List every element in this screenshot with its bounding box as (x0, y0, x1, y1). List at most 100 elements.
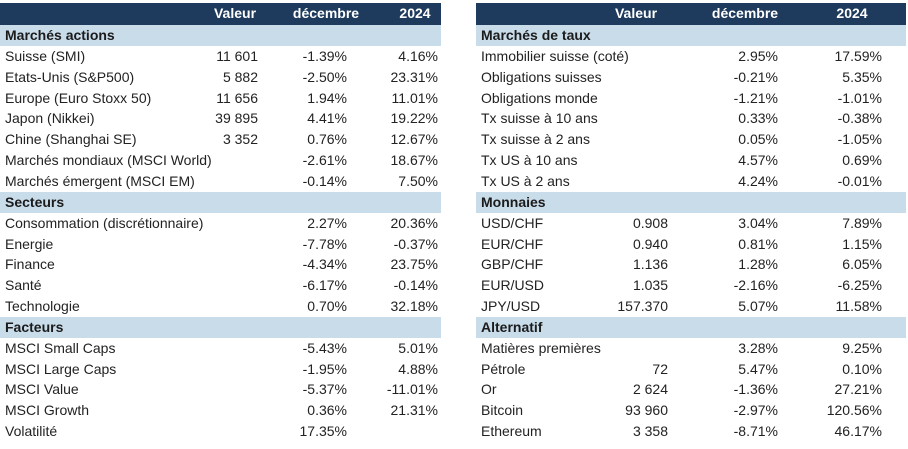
row-label: Tx suisse à 10 ans (481, 110, 598, 127)
row-label: Marchés mondiaux (MSCI World) (5, 152, 212, 169)
row-label: EUR/CHF (481, 235, 544, 252)
section-row: Marchés actions (0, 25, 441, 46)
data-row: Or 2 624 -1.36% 27.21% (476, 379, 906, 400)
section-row: Alternatif (476, 316, 906, 338)
data-row: USD/CHF 0.908 3.04% 7.89% (476, 213, 906, 234)
row-label: MSCI Large Caps (5, 360, 117, 377)
row-label: Technologie (5, 298, 80, 315)
row-label: EUR/USD (481, 277, 545, 294)
cell-annee: 7.50% (398, 172, 438, 189)
data-row: JPY/USD 157.370 5.07% 11.58% (476, 296, 906, 317)
cell-decembre: -5.43% (302, 339, 347, 356)
section-title: Facteurs (5, 318, 64, 335)
data-row: Chine (Shanghai SE) 3 352 0.76% 12.67% (0, 129, 441, 150)
data-row: Etats-Unis (S&P500) 5 882 -2.50% 23.31% (0, 67, 441, 88)
row-label: Santé (5, 277, 42, 294)
header-row: Valeur décembre 2024 (476, 3, 906, 25)
column-header: 2024 (836, 5, 868, 21)
row-label: Marchés émergent (MSCI EM) (5, 172, 195, 189)
cell-annee: -0.37% (393, 235, 438, 252)
row-label: Suisse (SMI) (5, 47, 86, 64)
cell-decembre: -8.71% (733, 423, 778, 440)
data-row: Matières premières 3.28% 9.25% (476, 338, 906, 359)
row-label: MSCI Value (5, 381, 79, 398)
cell-decembre: 3.28% (738, 339, 778, 356)
cell-annee: -0.01% (837, 172, 882, 189)
row-label: Consommation (discrétionnaire) (5, 214, 204, 231)
data-row: EUR/CHF 0.940 0.81% 1.15% (476, 234, 906, 255)
column-header: Valeur (614, 5, 658, 21)
cell-annee: -0.38% (837, 110, 882, 127)
section-title: Monnaies (481, 193, 546, 210)
cell-decembre: 0.05% (738, 131, 778, 148)
cell-annee: 23.75% (390, 256, 438, 273)
cell-decembre: 0.33% (738, 110, 778, 127)
cell-annee: 20.36% (390, 214, 438, 231)
row-label: MSCI Growth (5, 402, 90, 419)
cell-decembre: -7.78% (302, 235, 347, 252)
cell-annee: 12.67% (390, 131, 438, 148)
data-row: Tx US à 2 ans 4.24% -0.01% (476, 171, 906, 192)
data-row: Ethereum 3 358 -8.71% 46.17% (476, 421, 906, 442)
cell-decembre: 0.70% (307, 298, 347, 315)
row-label: Japon (Nikkei) (5, 110, 95, 127)
cell-annee: 120.56% (826, 402, 882, 419)
data-row: Obligations monde -1.21% -1.01% (476, 88, 906, 109)
cell-annee: 7.89% (842, 214, 882, 231)
cell-annee: 17.59% (834, 47, 882, 64)
cell-annee: -1.05% (837, 131, 882, 148)
data-row: Europe (Euro Stoxx 50) 11 656 1.94% 11.01% (0, 88, 441, 109)
cell-valeur: 0.940 (632, 235, 668, 252)
cell-decembre: -4.34% (302, 256, 347, 273)
row-label: Pétrole (481, 360, 526, 377)
column-header: 2024 (399, 5, 431, 21)
cell-decembre: 3.04% (738, 214, 778, 231)
cell-valeur: 39 895 (215, 110, 258, 127)
row-label: MSCI Small Caps (5, 339, 116, 356)
section-title: Marchés actions (5, 27, 115, 43)
data-row: Tx US à 10 ans 4.57% 0.69% (476, 150, 906, 171)
row-label: Energie (5, 235, 54, 252)
data-row: EUR/USD 1.035 -2.16% -6.25% (476, 275, 906, 296)
cell-annee: 1.15% (842, 235, 882, 252)
cell-decembre: 4.57% (738, 152, 778, 169)
data-row: Tx suisse à 10 ans 0.33% -0.38% (476, 108, 906, 129)
data-row: Suisse (SMI) 11 601 -1.39% 4.16% (0, 46, 441, 67)
cell-decembre: -1.36% (733, 381, 778, 398)
cell-annee: -0.14% (393, 277, 438, 294)
cell-annee: 11.58% (835, 298, 882, 315)
cell-decembre: -2.97% (733, 402, 778, 419)
column-header: décembre (292, 5, 360, 21)
cell-valeur: 3 352 (222, 131, 258, 148)
data-row: Japon (Nikkei) 39 895 4.41% 19.22% (0, 108, 441, 129)
cell-decembre: 0.81% (738, 235, 778, 252)
cell-decembre: 0.76% (307, 131, 347, 148)
row-label: Obligations suisses (481, 68, 602, 85)
section-row: Marchés de taux (476, 25, 906, 46)
cell-valeur: 5 882 (222, 68, 258, 85)
cell-valeur: 93 960 (625, 402, 668, 419)
cell-valeur: 2 624 (632, 381, 668, 398)
row-label: Europe (Euro Stoxx 50) (5, 89, 152, 106)
data-row: Immobilier suisse (coté) 2.95% 17.59% (476, 46, 906, 67)
cell-annee: -1.01% (837, 89, 882, 106)
cell-annee: 46.17% (834, 423, 882, 440)
data-row: Tx suisse à 2 ans 0.05% -1.05% (476, 129, 906, 150)
cell-annee: 21.31% (390, 402, 438, 419)
section-title: Alternatif (481, 318, 543, 335)
data-row: Obligations suisses -0.21% 5.35% (476, 67, 906, 88)
section-title: Marchés de taux (481, 27, 591, 43)
cell-valeur: 3 358 (632, 423, 668, 440)
row-label: Obligations monde (481, 89, 598, 106)
row-label: Or (481, 381, 497, 398)
column-header: décembre (711, 5, 779, 21)
cell-annee: 4.16% (398, 47, 438, 64)
data-row: Consommation (discrétionnaire) 2.27% 20.36… (0, 213, 441, 234)
cell-annee: 5.35% (842, 68, 882, 85)
cell-valeur: 1.035 (632, 277, 668, 294)
cell-decembre: -1.39% (302, 47, 347, 64)
cell-valeur: 1.136 (632, 256, 668, 273)
row-label: Finance (5, 256, 55, 273)
row-label: JPY/USD (481, 298, 541, 315)
row-label: USD/CHF (481, 214, 544, 231)
